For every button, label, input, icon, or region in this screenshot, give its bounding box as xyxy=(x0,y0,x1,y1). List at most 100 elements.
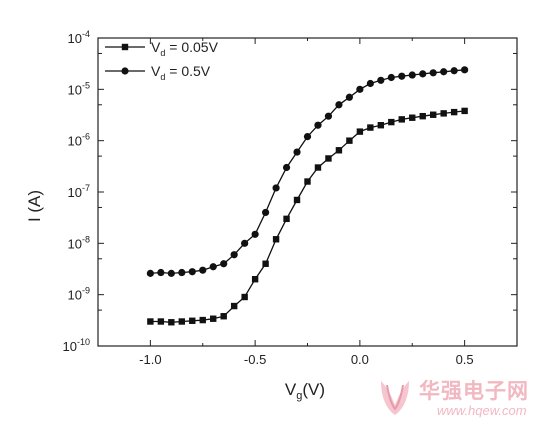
y-tick-exponent: -9 xyxy=(82,286,90,296)
data-point-square xyxy=(461,107,468,115)
data-point-circle xyxy=(419,70,427,78)
data-point-circle xyxy=(157,268,165,277)
data-point-circle xyxy=(188,268,196,276)
data-point-square xyxy=(157,318,165,325)
y-tick-base: 10 xyxy=(68,82,82,97)
series-line xyxy=(150,110,465,323)
data-point-circle xyxy=(178,268,186,277)
data-point-square xyxy=(314,164,322,171)
data-point-circle xyxy=(293,148,301,156)
data-point-square xyxy=(430,111,437,118)
series-layer xyxy=(146,66,469,326)
y-tick-exponent: -7 xyxy=(82,183,90,193)
watermark-logo-icon xyxy=(381,381,409,415)
data-point-square xyxy=(241,293,248,301)
y-tick-exponent: -10 xyxy=(77,337,90,347)
data-point-square xyxy=(450,108,458,116)
data-point-circle xyxy=(220,260,228,268)
legend-marker-circle xyxy=(121,67,129,75)
x-axis-label: Vg(V) xyxy=(285,380,325,402)
y-tick-label: 10-8 xyxy=(68,234,90,251)
x-axis-label-sub: g xyxy=(296,390,302,402)
legend-label-sub: d xyxy=(160,48,165,58)
legend-label-sub: d xyxy=(160,72,165,82)
data-point-square xyxy=(356,128,364,135)
x-tick-label: 0.0 xyxy=(351,352,369,367)
y-tick-label: 10-5 xyxy=(68,80,90,97)
data-point-circle xyxy=(209,263,217,271)
data-point-square xyxy=(262,260,269,267)
data-point-circle xyxy=(314,121,322,129)
data-point-circle xyxy=(461,66,469,74)
legend-label-main: V xyxy=(151,39,161,55)
legend-label: Vd = 0.05V xyxy=(151,39,219,58)
data-point-circle xyxy=(199,266,207,274)
x-tick-label: -0.5 xyxy=(244,352,266,367)
data-point-square xyxy=(230,302,238,310)
y-tick-exponent: -8 xyxy=(82,234,90,244)
data-point-circle xyxy=(167,269,175,277)
data-point-circle xyxy=(429,69,437,77)
data-point-square xyxy=(440,110,447,117)
y-tick-label: 10-4 xyxy=(68,29,90,46)
data-point-square xyxy=(398,116,405,123)
data-point-circle xyxy=(398,72,406,80)
data-point-circle xyxy=(262,208,270,217)
y-tick-exponent: -5 xyxy=(82,80,90,90)
legend-marker-square xyxy=(121,43,129,51)
watermark-text: 华强电子网 xyxy=(419,379,529,403)
data-point-square xyxy=(189,317,196,324)
x-axis-label-main: V xyxy=(285,380,297,399)
x-axis: -1.0 -0.5 0.0 0.5 xyxy=(139,38,474,367)
data-point-circle xyxy=(282,163,291,172)
x-axis-label-unit: (V) xyxy=(302,380,325,399)
y-tick-label: 10-6 xyxy=(68,132,90,149)
data-point-circle xyxy=(440,68,448,76)
data-point-circle xyxy=(303,133,312,141)
data-point-circle xyxy=(251,230,259,238)
y-tick-base: 10 xyxy=(68,134,82,149)
data-point-square xyxy=(220,313,227,320)
data-point-square xyxy=(178,318,185,325)
data-point-square xyxy=(199,316,206,324)
data-point-circle xyxy=(356,85,364,93)
data-point-circle xyxy=(272,184,280,192)
watermark: 华强电子网 www.hqew.com xyxy=(375,375,550,423)
y-tick-label: 10-10 xyxy=(63,337,90,354)
data-point-circle xyxy=(408,71,416,79)
data-point-square xyxy=(272,236,280,243)
data-point-square xyxy=(210,315,217,322)
y-tick-base: 10 xyxy=(68,288,82,303)
data-point-circle xyxy=(345,93,353,101)
data-point-circle xyxy=(450,67,458,75)
legend-label-value: = 0.5V xyxy=(165,63,210,79)
data-point-square xyxy=(283,215,290,223)
data-point-square xyxy=(325,155,332,162)
data-point-square xyxy=(293,196,301,204)
x-tick-label: 0.5 xyxy=(456,352,474,367)
data-point-circle xyxy=(146,269,154,277)
data-point-square xyxy=(388,118,395,126)
data-point-square xyxy=(147,318,154,325)
y-tick-exponent: -6 xyxy=(82,132,90,142)
plot-area-border xyxy=(97,37,518,347)
data-point-circle xyxy=(241,239,249,247)
legend-label: Vd = 0.5V xyxy=(151,63,211,82)
plot-frame xyxy=(97,37,518,347)
data-point-square xyxy=(304,178,311,185)
y-tick-label: 10-7 xyxy=(68,183,90,200)
data-point-circle xyxy=(230,251,238,259)
data-point-square xyxy=(377,122,385,129)
data-point-square xyxy=(346,137,353,144)
y-tick-base: 10 xyxy=(68,31,82,46)
y-tick-label: 10-9 xyxy=(68,286,90,303)
y-axis-label: I (A) xyxy=(25,190,44,222)
data-point-square xyxy=(251,276,259,283)
series-circle xyxy=(146,66,469,277)
y-tick-exponent: -4 xyxy=(82,29,90,39)
data-point-square xyxy=(335,147,343,154)
data-point-circle xyxy=(377,76,385,84)
data-point-square xyxy=(367,124,374,131)
data-point-circle xyxy=(387,73,395,82)
